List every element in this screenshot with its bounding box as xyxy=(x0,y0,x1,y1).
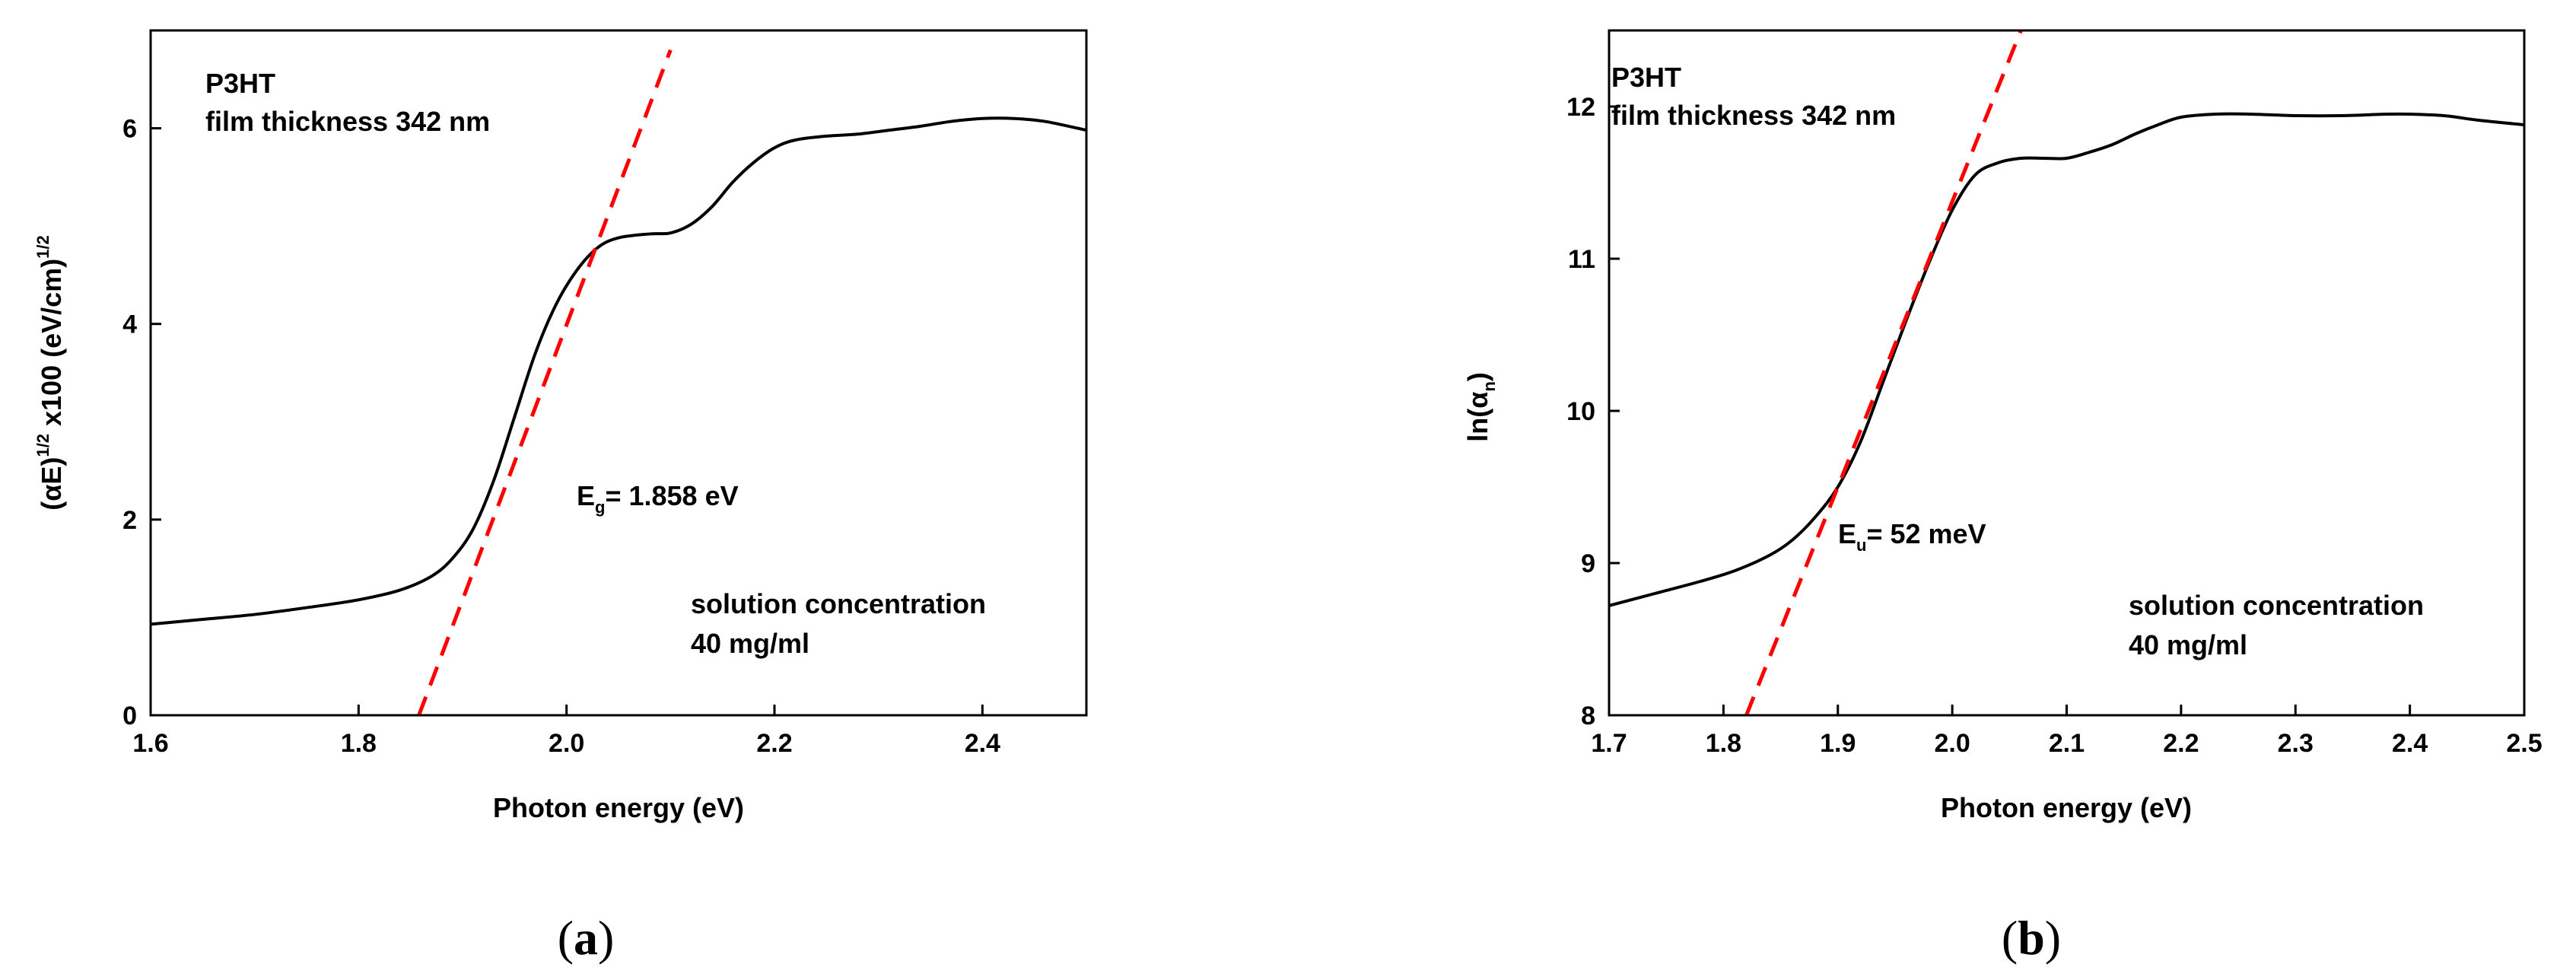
x-tick-label: 1.6 xyxy=(132,729,168,758)
x-tick-label: 1.9 xyxy=(1820,729,1856,758)
fit-line xyxy=(417,49,673,715)
y-tick-label: 9 xyxy=(1581,549,1595,578)
y-tick-label: 2 xyxy=(122,506,137,535)
data-curve xyxy=(151,116,1086,626)
y-tick-label: 0 xyxy=(122,702,137,730)
x-tick-label: 2.5 xyxy=(2506,729,2542,758)
y-tick-label: 8 xyxy=(1581,702,1595,730)
y-tick-label: 12 xyxy=(1566,93,1595,122)
panel-b-thickness-label: film thickness 342 nm xyxy=(1611,100,1896,131)
panel-a-label: (a) xyxy=(558,911,615,965)
panel-b-concentration-label: solution concentration xyxy=(2129,590,2424,621)
x-tick-label: 2.2 xyxy=(756,729,792,758)
y-tick-label: 11 xyxy=(1568,245,1595,274)
x-tick-label: 2.1 xyxy=(2049,729,2085,758)
panel-b-y-ticks: 8 9 10 11 12 xyxy=(1566,93,1620,730)
y-tick-label: 10 xyxy=(1566,397,1595,426)
panel-b-x-ticks: 1.7 1.8 1.9 2.0 2.1 2.2 2.3 2.4 2.5 xyxy=(1591,705,2543,758)
panel-b-material-label: P3HT xyxy=(1611,62,1681,93)
panel-a-material-label: P3HT xyxy=(205,68,275,99)
panel-a-x-axis-title: Photon energy (eV) xyxy=(493,792,744,823)
panel-a-frame xyxy=(149,29,1088,717)
x-tick-label: 2.2 xyxy=(2163,729,2199,758)
panel-a-x-ticks: 1.6 1.8 2.0 2.2 2.4 xyxy=(132,705,1000,758)
y-tick-label: 6 xyxy=(122,115,137,144)
x-tick-label: 1.8 xyxy=(1706,729,1741,758)
panel-b-plot-area xyxy=(1609,30,2524,715)
x-tick-label: 1.7 xyxy=(1591,729,1627,758)
data-curve xyxy=(1609,112,2524,607)
panel-b-x-axis-title: Photon energy (eV) xyxy=(1941,792,2192,823)
x-tick-label: 2.0 xyxy=(1934,729,1970,758)
panel-b-label: (b) xyxy=(2002,911,2061,965)
panel-a-concentration-label: solution concentration xyxy=(691,588,986,619)
panel-a-y-ticks: 0 2 4 6 xyxy=(122,115,161,730)
panel-a-concentration-value: 40 mg/ml xyxy=(691,628,809,659)
panel-b: 1.7 1.8 1.9 2.0 2.1 2.2 2.3 2.4 2.5 8 9 10 11 12 Pho… xyxy=(1462,29,2543,965)
x-tick-label: 1.8 xyxy=(341,729,377,758)
panel-b-concentration-value: 40 mg/ml xyxy=(2129,629,2247,660)
x-tick-label: 2.4 xyxy=(2392,729,2428,758)
panel-a-y-axis-title: (αE)1/2 x100 (eV/cm)1/2 xyxy=(33,235,67,510)
y-tick-label: 4 xyxy=(122,310,137,339)
panel-a-thickness-label: film thickness 342 nm xyxy=(205,106,490,137)
x-tick-label: 2.3 xyxy=(2278,729,2314,758)
x-tick-label: 2.4 xyxy=(965,729,1000,758)
panel-b-urbach-energy-label: Eu= 52 meV xyxy=(1838,518,1986,555)
panel-a-energy-gap-label: Eg= 1.858 eV xyxy=(577,480,739,517)
fit-line xyxy=(1744,30,2023,715)
x-tick-label: 2.0 xyxy=(549,729,584,758)
panel-b-y-axis-title: ln(αn) xyxy=(1462,372,1499,442)
panel-a-plot-area xyxy=(151,49,1086,715)
